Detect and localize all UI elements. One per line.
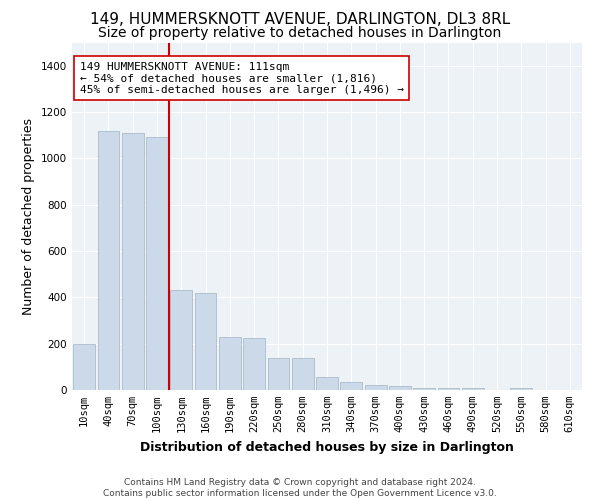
Bar <box>413 388 435 390</box>
Bar <box>146 138 168 390</box>
Bar <box>389 386 411 390</box>
Bar <box>316 378 338 390</box>
Text: 149 HUMMERSKNOTT AVENUE: 111sqm
← 54% of detached houses are smaller (1,816)
45%: 149 HUMMERSKNOTT AVENUE: 111sqm ← 54% of… <box>80 62 404 95</box>
Bar <box>268 358 289 390</box>
X-axis label: Distribution of detached houses by size in Darlington: Distribution of detached houses by size … <box>140 440 514 454</box>
Bar <box>73 344 95 390</box>
Text: Size of property relative to detached houses in Darlington: Size of property relative to detached ho… <box>98 26 502 40</box>
Bar <box>292 358 314 390</box>
Bar <box>437 388 460 390</box>
Bar <box>340 382 362 390</box>
Bar <box>511 388 532 390</box>
Bar <box>122 133 143 390</box>
Y-axis label: Number of detached properties: Number of detached properties <box>22 118 35 315</box>
Bar <box>243 338 265 390</box>
Text: 149, HUMMERSKNOTT AVENUE, DARLINGTON, DL3 8RL: 149, HUMMERSKNOTT AVENUE, DARLINGTON, DL… <box>90 12 510 28</box>
Bar <box>194 292 217 390</box>
Bar <box>170 290 192 390</box>
Bar <box>462 388 484 390</box>
Bar <box>219 336 241 390</box>
Text: Contains HM Land Registry data © Crown copyright and database right 2024.
Contai: Contains HM Land Registry data © Crown c… <box>103 478 497 498</box>
Bar <box>365 386 386 390</box>
Bar <box>97 130 119 390</box>
